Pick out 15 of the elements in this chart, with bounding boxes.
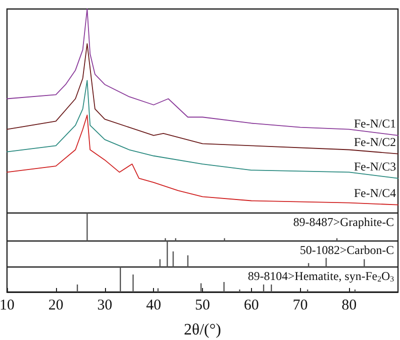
series-label: Fe-N/C1 bbox=[354, 116, 396, 130]
series-label: Fe-N/C4 bbox=[354, 186, 396, 200]
series-label: 89-8487>Graphite-C bbox=[293, 215, 394, 229]
series-label: 50-1082>Carbon-C bbox=[300, 243, 394, 257]
x-tick-label: 50 bbox=[195, 298, 210, 314]
x-axis-title: 2θ/(°) bbox=[184, 322, 222, 338]
x-tick-label: 60 bbox=[244, 298, 259, 314]
x-tick-label: 80 bbox=[342, 298, 357, 314]
x-tick-label: 30 bbox=[97, 298, 112, 314]
x-tick-label: 40 bbox=[146, 298, 162, 314]
series-label: Fe-N/C3 bbox=[354, 159, 396, 174]
series-label: Fe-N/C2 bbox=[354, 134, 396, 149]
x-tick-label: 20 bbox=[48, 298, 64, 314]
x-tick-label: 10 bbox=[0, 298, 14, 314]
x-tick-label: 70 bbox=[292, 298, 308, 314]
